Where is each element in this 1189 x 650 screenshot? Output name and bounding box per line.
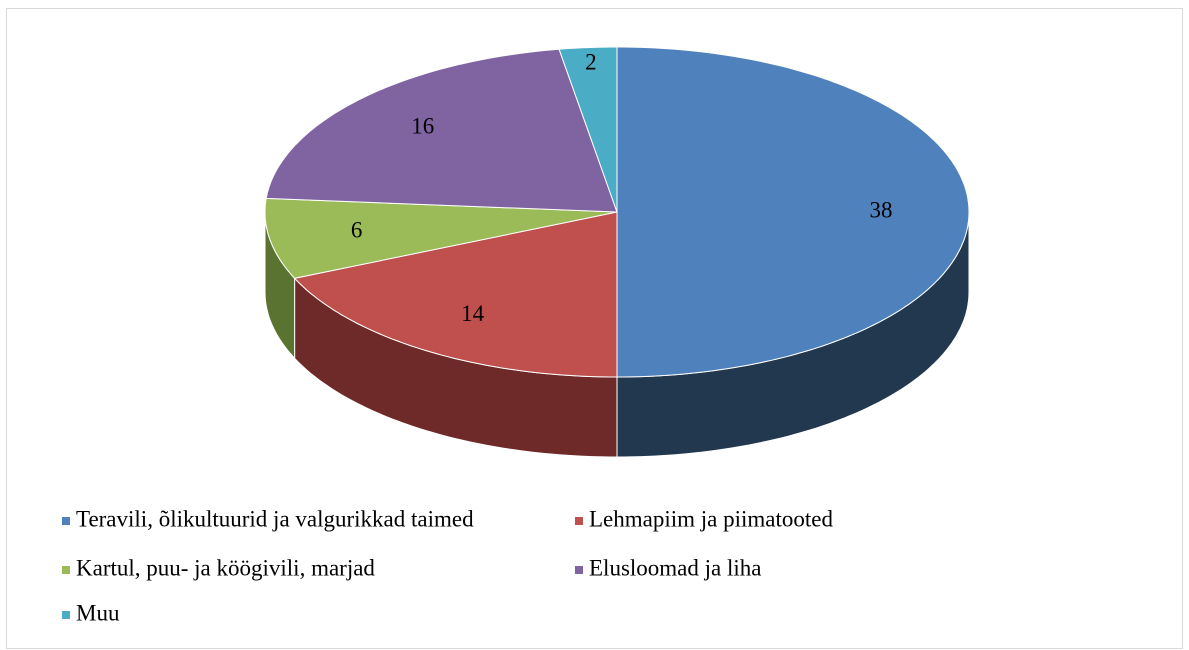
pie-slice xyxy=(293,211,618,378)
legend-label: Elusloomad ja liha xyxy=(589,555,761,580)
data-label: 14 xyxy=(461,301,485,326)
data-label: 16 xyxy=(411,113,434,138)
legend-marker xyxy=(62,566,70,574)
legend-label: Lehmapiim ja piimatooted xyxy=(589,506,833,531)
pie-slice xyxy=(616,46,970,378)
pie-slice xyxy=(558,46,618,213)
data-label: 6 xyxy=(351,218,363,243)
legend-label: Muu xyxy=(76,600,120,625)
legend-marker xyxy=(62,517,70,525)
legend-marker xyxy=(575,517,583,525)
data-label: 38 xyxy=(870,197,893,222)
legend-marker xyxy=(575,566,583,574)
data-label: 2 xyxy=(585,49,597,74)
pie-slice xyxy=(264,197,618,279)
pie-slice xyxy=(265,48,618,213)
legend-marker xyxy=(62,611,70,619)
legend-label: Teravili, õlikultuurid ja valgurikkad ta… xyxy=(76,506,474,531)
legend-label: Kartul, puu- ja köögivili, marjad xyxy=(76,555,375,580)
